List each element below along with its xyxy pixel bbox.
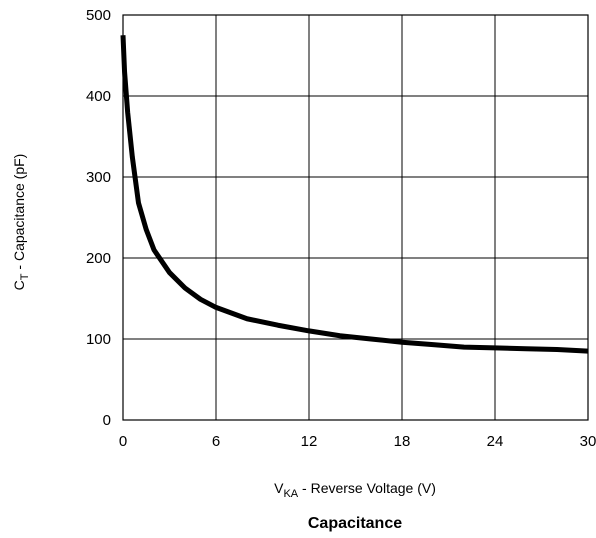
x-axis-title-sub: KA xyxy=(283,488,298,500)
x-tick-label: 0 xyxy=(119,433,127,450)
capacitance-curve xyxy=(120,35,589,354)
plot-frame xyxy=(122,14,589,421)
grid xyxy=(122,14,589,421)
series-layer xyxy=(120,35,589,354)
x-tick-label: 6 xyxy=(212,433,220,450)
y-tick-label: 500 xyxy=(86,7,111,24)
y-axis-title: CT - Capacitance (pF) xyxy=(11,154,31,291)
y-tick-label: 200 xyxy=(86,250,111,267)
x-axis-title: VKA - Reverse Voltage (V) xyxy=(274,480,436,500)
x-axis-title-rest: - Reverse Voltage (V) xyxy=(298,480,436,496)
y-tick-label: 400 xyxy=(86,88,111,105)
y-tick-label: 100 xyxy=(86,331,111,348)
y-axis-title-sub: T xyxy=(19,273,31,280)
x-axis-title-main: V xyxy=(274,480,284,496)
x-tick-label: 24 xyxy=(487,433,504,450)
y-axis-title-main: C xyxy=(11,280,27,290)
chart-title: Capacitance xyxy=(308,515,402,532)
y-axis-title-rest: - Capacitance (pF) xyxy=(11,154,27,274)
y-tick-label: 0 xyxy=(103,412,111,429)
x-tick-label: 18 xyxy=(394,433,411,450)
x-tick-label: 30 xyxy=(580,433,596,450)
x-tick-label: 12 xyxy=(301,433,318,450)
y-tick-label: 300 xyxy=(86,169,111,186)
